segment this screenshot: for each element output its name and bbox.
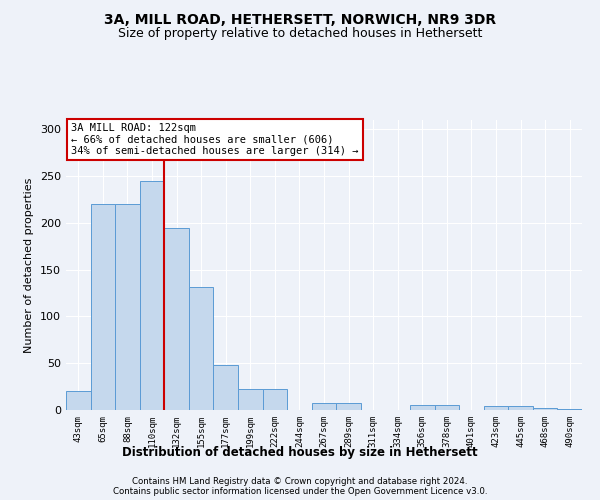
Bar	[484, 406, 508, 410]
Text: 3A, MILL ROAD, HETHERSETT, NORWICH, NR9 3DR: 3A, MILL ROAD, HETHERSETT, NORWICH, NR9 …	[104, 12, 496, 26]
Bar	[91, 204, 115, 410]
Bar	[434, 406, 459, 410]
Bar	[115, 204, 140, 410]
Bar	[508, 406, 533, 410]
Bar	[140, 181, 164, 410]
Text: Contains public sector information licensed under the Open Government Licence v3: Contains public sector information licen…	[113, 486, 487, 496]
Text: Contains HM Land Registry data © Crown copyright and database right 2024.: Contains HM Land Registry data © Crown c…	[132, 476, 468, 486]
Bar	[557, 409, 582, 410]
Text: Distribution of detached houses by size in Hethersett: Distribution of detached houses by size …	[122, 446, 478, 459]
Bar	[164, 228, 189, 410]
Bar	[238, 390, 263, 410]
Bar	[336, 404, 361, 410]
Text: 3A MILL ROAD: 122sqm
← 66% of detached houses are smaller (606)
34% of semi-deta: 3A MILL ROAD: 122sqm ← 66% of detached h…	[71, 123, 359, 156]
Bar	[189, 286, 214, 410]
Bar	[312, 404, 336, 410]
Bar	[214, 365, 238, 410]
Bar	[66, 392, 91, 410]
Bar	[410, 406, 434, 410]
Text: Size of property relative to detached houses in Hethersett: Size of property relative to detached ho…	[118, 28, 482, 40]
Bar	[263, 390, 287, 410]
Bar	[533, 408, 557, 410]
Y-axis label: Number of detached properties: Number of detached properties	[25, 178, 34, 352]
